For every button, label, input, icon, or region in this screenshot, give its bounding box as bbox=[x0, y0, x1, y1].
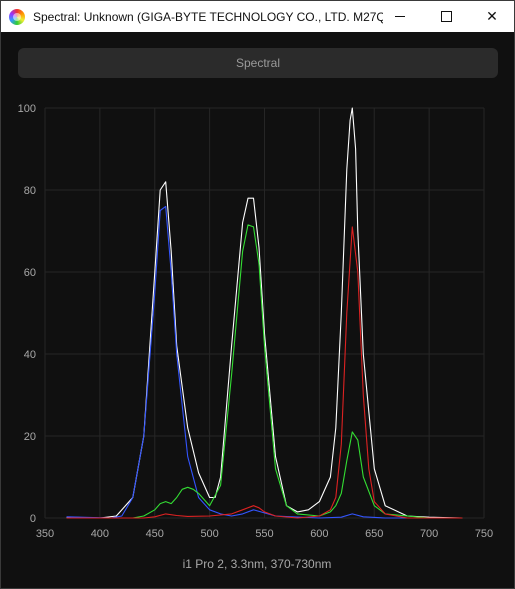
minimize-button[interactable] bbox=[377, 1, 423, 32]
title-bar[interactable]: Spectral: Unknown (GIGA-BYTE TECHNOLOGY … bbox=[1, 1, 514, 32]
window-title: Spectral: Unknown (GIGA-BYTE TECHNOLOGY … bbox=[33, 9, 383, 24]
x-tick-label: 550 bbox=[255, 528, 273, 540]
minimize-icon bbox=[395, 16, 405, 17]
close-icon: ✕ bbox=[486, 8, 498, 24]
maximize-button[interactable] bbox=[423, 1, 469, 32]
y-tick-label: 0 bbox=[30, 513, 36, 525]
chart-grid bbox=[44, 107, 485, 519]
x-tick-label: 350 bbox=[36, 528, 54, 540]
spectrum-line-1 bbox=[66, 205, 463, 519]
x-axis-label: i1 Pro 2, 3.3nm, 370-730nm bbox=[183, 557, 332, 571]
chart-axes: 350 400 450 500 550 600 650 700 750 0 20 40 60 80 100 bbox=[18, 103, 494, 540]
spectrum-line-0 bbox=[66, 107, 463, 519]
x-tick-label: 600 bbox=[310, 528, 328, 540]
x-tick-label: 400 bbox=[91, 528, 109, 540]
close-button[interactable]: ✕ bbox=[469, 1, 515, 32]
y-tick-label: 60 bbox=[24, 267, 36, 279]
chart-series bbox=[66, 107, 463, 519]
y-tick-label: 80 bbox=[24, 185, 36, 197]
app-icon bbox=[9, 8, 25, 25]
spectrum-line-2 bbox=[66, 224, 463, 519]
y-tick-label: 20 bbox=[24, 431, 36, 443]
x-tick-label: 500 bbox=[200, 528, 218, 540]
x-tick-label: 750 bbox=[475, 528, 493, 540]
x-tick-label: 450 bbox=[146, 528, 164, 540]
spectral-tab-button[interactable]: Spectral bbox=[18, 48, 498, 78]
x-tick-label: 700 bbox=[420, 528, 438, 540]
maximize-icon bbox=[440, 11, 452, 22]
spectrum-line-3 bbox=[66, 226, 463, 519]
y-tick-label: 40 bbox=[24, 349, 36, 361]
spectral-tab-label: Spectral bbox=[235, 56, 281, 70]
x-tick-label: 650 bbox=[365, 528, 383, 540]
y-tick-label: 100 bbox=[18, 103, 36, 115]
